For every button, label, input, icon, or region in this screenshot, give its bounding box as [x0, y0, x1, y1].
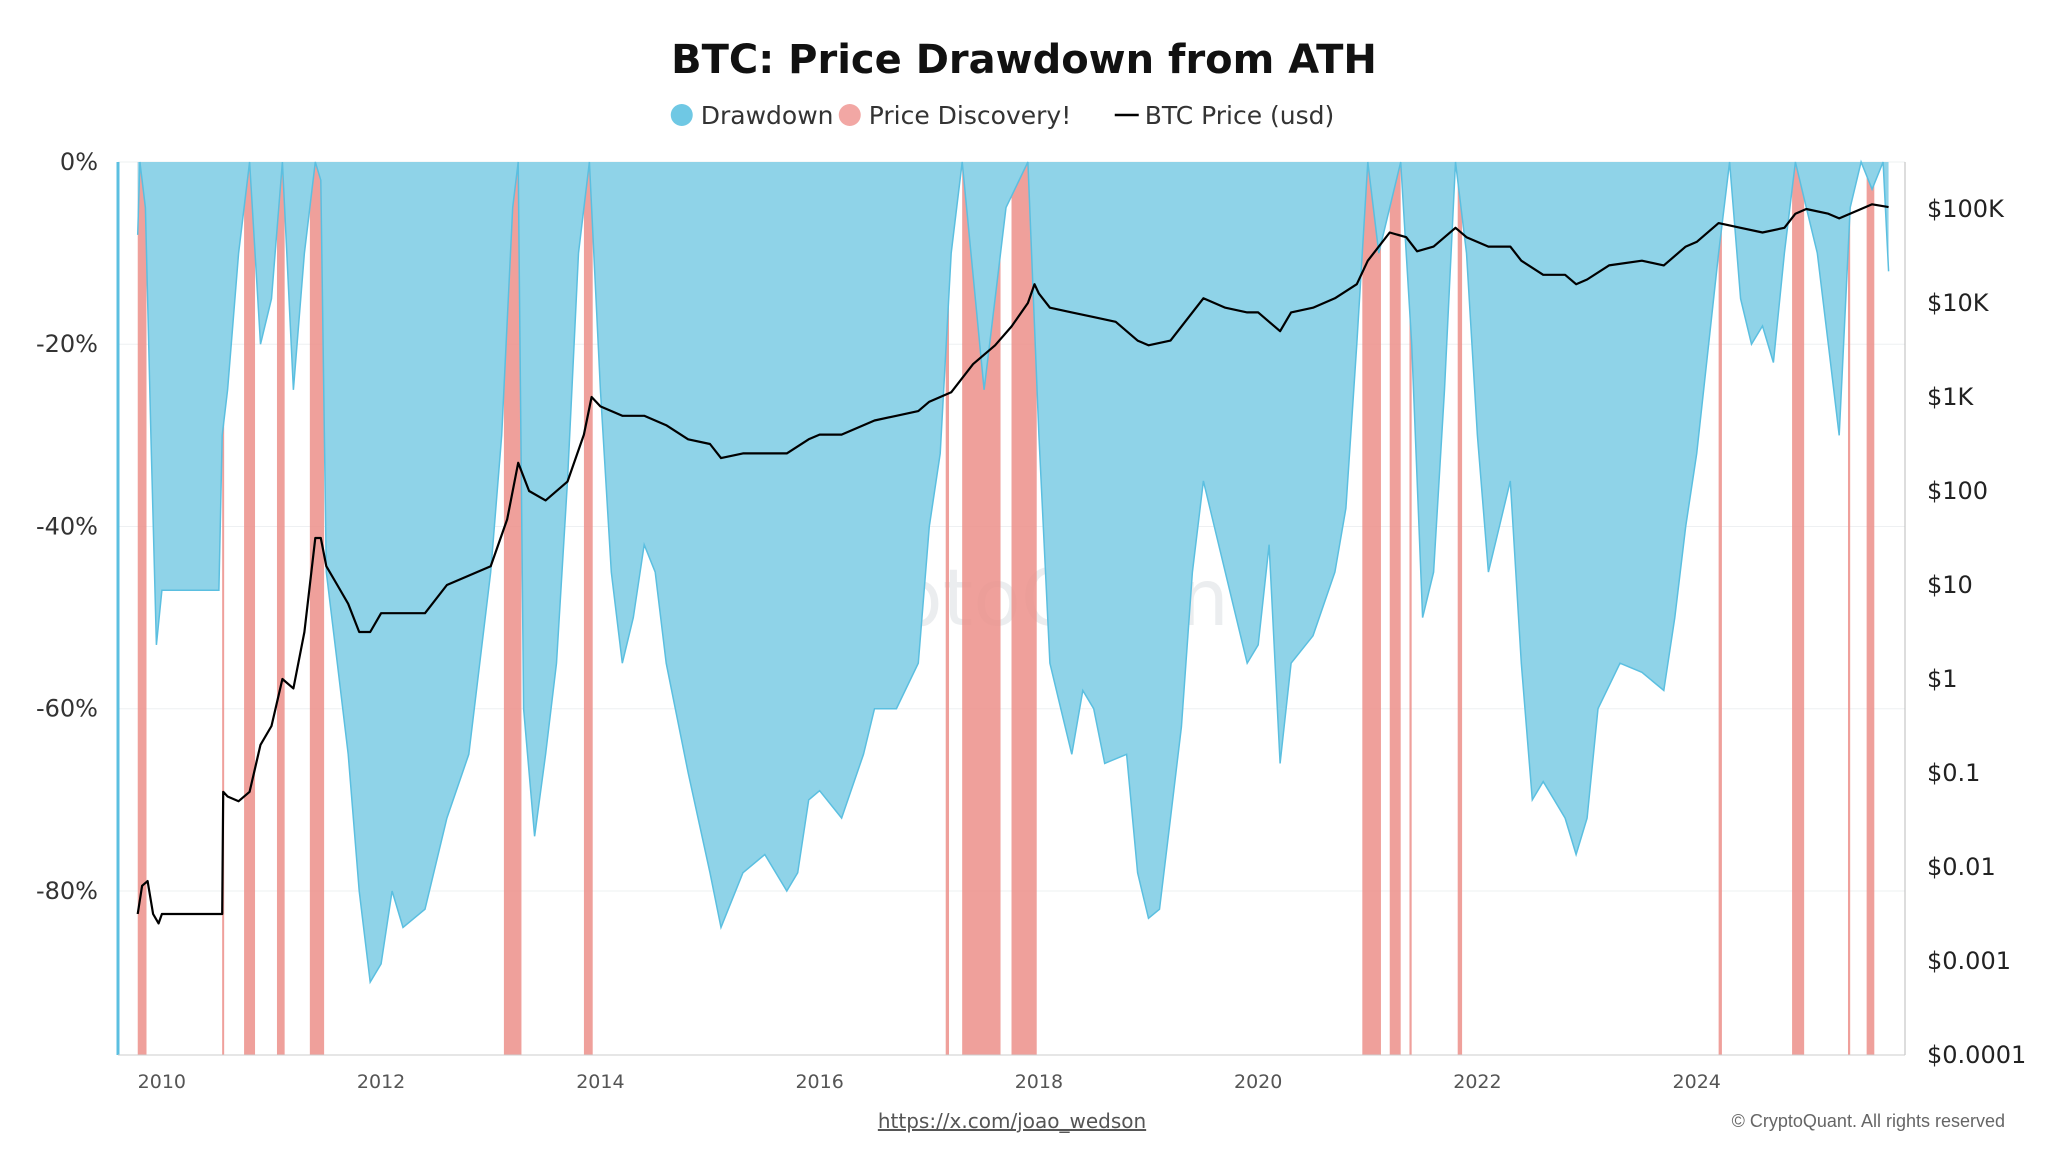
- price-discovery-bar: [244, 162, 256, 1055]
- price-discovery-bar: [276, 162, 285, 1055]
- y-right-tick-label: $0.0001: [1927, 1041, 2026, 1069]
- price-discovery-bar: [1847, 162, 1851, 1055]
- x-tick-label: 2010: [138, 1071, 186, 1093]
- y-right-tick-label: $10K: [1927, 289, 1990, 317]
- price-discovery-bar: [503, 162, 522, 1055]
- price-discovery-bar: [137, 162, 147, 1055]
- y-right-tick-label: $0.01: [1927, 853, 1996, 881]
- legend-marker: [670, 104, 693, 126]
- price-discovery-bar: [309, 162, 325, 1055]
- copyright-text: © CryptoQuant. All rights reserved: [1732, 1111, 2005, 1131]
- x-tick-label: 2022: [1453, 1071, 1501, 1093]
- price-discovery-bar: [1457, 162, 1463, 1055]
- price-discovery-bar: [1792, 162, 1805, 1055]
- price-discovery-bar: [583, 162, 593, 1055]
- drawdown-area: [137, 162, 1889, 983]
- x-tick-label: 2018: [1015, 1071, 1063, 1093]
- legend-marker: [838, 104, 861, 126]
- y-right-tick-label: $0.001: [1927, 947, 2011, 975]
- price-discovery-bar: [1718, 162, 1722, 1055]
- y-left-tick-label: -80%: [36, 877, 98, 905]
- price-discovery-bar: [1362, 162, 1381, 1055]
- chart-title: BTC: Price Drawdown from ATH: [671, 37, 1377, 83]
- price-discovery-bar: [1011, 162, 1037, 1055]
- legend: Drawdown Price Discovery! BTC Price (usd): [670, 101, 1335, 130]
- drawdown-line: [136, 159, 1890, 985]
- y-left-tick-label: -40%: [36, 512, 98, 540]
- x-tick-label: 2024: [1673, 1071, 1721, 1093]
- axes: $100K $10K $1K $100 $10 $1 $0.1 $0.01 $0.001 $0.0…: [116, 162, 2026, 1093]
- drawdown-series: [136, 159, 1890, 985]
- price-discovery-bar: [1409, 162, 1412, 1055]
- btc-price-line: [136, 203, 1889, 925]
- y-left-tick-label: 0%: [60, 148, 98, 176]
- legend-label: BTC Price (usd): [1145, 101, 1335, 130]
- price-discovery-bar: [1389, 162, 1401, 1055]
- price-discovery-bar: [1866, 162, 1875, 1055]
- y-right-tick-label: $1: [1927, 665, 1958, 693]
- x-tick-label: 2014: [576, 1071, 624, 1093]
- y-right-tick-label: $1K: [1927, 383, 1975, 411]
- y-left-tick-label: -60%: [36, 695, 98, 723]
- legend-label: Price Discovery!: [869, 101, 1071, 130]
- price-discovery-bar: [222, 162, 225, 1055]
- x-tick-label: 2016: [795, 1071, 843, 1093]
- x-tick-label: 2020: [1234, 1071, 1282, 1093]
- y-right-tick-label: $100: [1927, 477, 1988, 505]
- source-link[interactable]: https://x.com/joao_wedson: [878, 1109, 1146, 1133]
- y-right-tick-label: $100K: [1927, 195, 2005, 223]
- price-discovery-bar: [945, 162, 950, 1055]
- x-tick-label: 2012: [357, 1071, 405, 1093]
- legend-label: Drawdown: [701, 101, 834, 130]
- y-left-tick-label: -20%: [36, 330, 98, 358]
- price-series: [136, 203, 1889, 925]
- y-right-tick-label: $10: [1927, 571, 1973, 599]
- y-right-tick-label: $0.1: [1927, 759, 1980, 787]
